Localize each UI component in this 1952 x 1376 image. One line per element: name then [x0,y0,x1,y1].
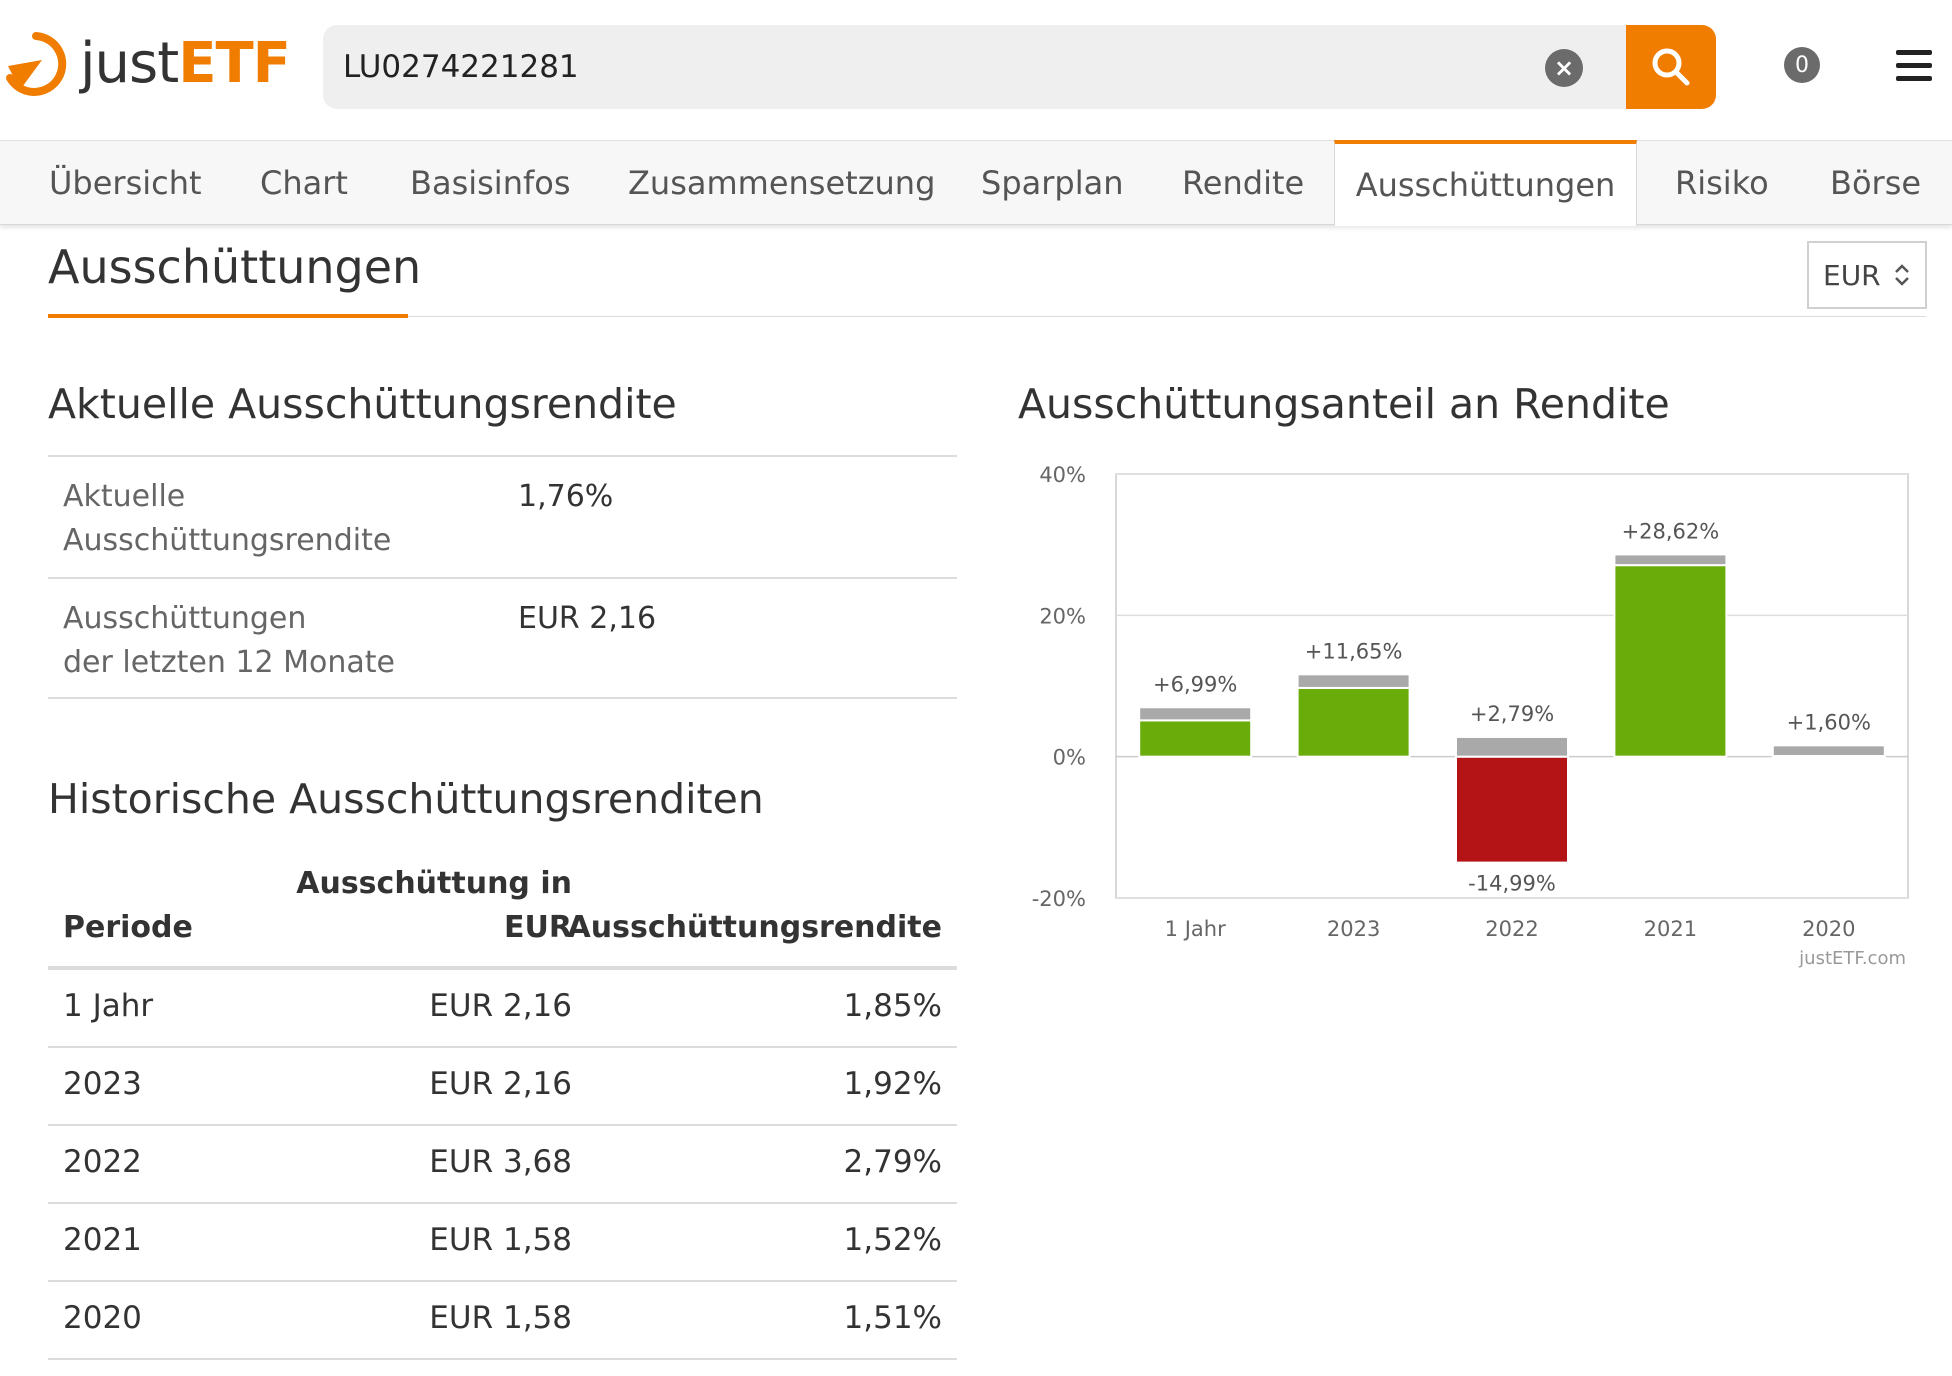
data-label: +6,99% [1153,672,1237,696]
title-divider [48,316,1926,317]
currency-value: EUR [1823,258,1881,292]
cell-period: 1 Jahr [63,988,154,1024]
chevron-updown-icon [1895,264,1909,286]
tab-bar: Übersicht Chart Basisinfos Zusammensetzu… [0,140,1952,226]
cell-amount: EUR 2,16 [429,1066,572,1102]
row-label: Aktuelle Ausschüttungsrendite [63,475,483,563]
cell-period: 2020 [63,1300,142,1336]
row-value: 1,76% [518,479,614,514]
x-tick-label: 2022 [1485,917,1538,941]
x-tick-label: 2020 [1802,917,1855,941]
data-label-negative: -14,99% [1468,872,1556,896]
bar-distribution [1771,744,1886,758]
hamburger-menu-icon[interactable] [1896,50,1932,82]
current-yield-table: Aktuelle Ausschüttungsrendite 1,76% Auss… [48,455,957,699]
table-row: Ausschüttungen der letzten 12 Monate EUR… [48,577,957,699]
cell-amount: EUR 1,58 [429,1222,572,1258]
table-header: Periode Ausschüttung in EUR Ausschüttung… [48,860,957,970]
row-label-line2: Ausschüttungsrendite [63,523,392,558]
cell-period: 2021 [63,1222,142,1258]
bar-performance [1455,755,1569,864]
search-bar: × [323,25,1716,109]
logo-just: just [80,31,179,96]
tab-boerse[interactable]: Börse [1830,164,1922,202]
search-icon [1652,48,1690,86]
cell-yield: 1,92% [843,1066,942,1102]
clear-icon[interactable]: × [1545,49,1583,87]
tab-chart[interactable]: Chart [260,164,348,202]
data-label: +1,60% [1787,710,1871,734]
x-tick-label: 2021 [1644,917,1697,941]
col-amount-line1: Ausschüttung in [296,866,572,901]
row-label-line2: der letzten 12 Monate [63,645,396,680]
cell-yield: 2,79% [843,1144,942,1180]
row-label: Ausschüttungen der letzten 12 Monate [63,597,483,685]
header: justETF × 0 [0,0,1952,140]
current-yield-heading: Aktuelle Ausschüttungsrendite [48,380,677,428]
cell-amount: EUR 2,16 [429,988,572,1024]
tab-basisinfos[interactable]: Basisinfos [410,164,571,202]
search-button[interactable] [1626,25,1716,109]
table-row: 2022 EUR 3,68 2,79% [48,1126,957,1204]
table-row: Aktuelle Ausschüttungsrendite 1,76% [48,455,957,577]
tab-rendite[interactable]: Rendite [1182,164,1305,202]
row-value: EUR 2,16 [518,601,657,636]
bar-distribution [1613,553,1728,567]
x-tick-label: 1 Jahr [1165,917,1226,941]
logo-text: justETF [80,36,291,92]
tab-sparplan[interactable]: Sparplan [981,164,1124,202]
cell-period: 2022 [63,1144,142,1180]
currency-select[interactable]: EUR [1807,241,1927,309]
chart-heading: Ausschüttungsanteil an Rendite [1018,380,1670,428]
page-title: Ausschüttungen [48,240,422,294]
tab-risiko[interactable]: Risiko [1675,164,1769,202]
cell-amount: EUR 1,58 [429,1300,572,1336]
data-label: +28,62% [1622,519,1720,543]
cell-period: 2023 [63,1066,142,1102]
bar-performance [1296,686,1411,758]
watchlist-count-badge[interactable]: 0 [1784,47,1820,83]
tab-zusammensetzung[interactable]: Zusammensetzung [628,164,936,202]
table-row: 2021 EUR 1,58 1,52% [48,1204,957,1282]
table-row: 1 Jahr EUR 2,16 1,85% [48,970,957,1048]
bar-performance [1138,719,1253,758]
col-amount-line2: EUR [504,910,572,945]
table-row: 2020 EUR 1,58 1,51% [48,1282,957,1360]
cell-yield: 1,85% [843,988,942,1024]
row-label-line1: Aktuelle [63,479,186,514]
table-row: 2023 EUR 2,16 1,92% [48,1048,957,1126]
logo[interactable]: justETF [0,24,291,104]
cell-yield: 1,51% [843,1300,942,1336]
historic-yield-table: Periode Ausschüttung in EUR Ausschüttung… [48,860,957,1360]
cell-yield: 1,52% [843,1222,942,1258]
col-yield: Ausschüttungsrendite [567,910,942,945]
search-input[interactable] [343,25,1523,109]
historic-yield-heading: Historische Ausschüttungsrenditen [48,775,764,823]
logo-etf: ETF [178,31,291,96]
bar-distribution [1455,735,1569,758]
y-tick-label: -20% [1032,887,1086,911]
col-amount: Ausschüttung in EUR [296,862,572,950]
title-underline [48,314,408,318]
data-label: +2,79% [1470,702,1554,726]
tab-uebersicht[interactable]: Übersicht [49,164,202,202]
chart-credit: justETF.com [1798,948,1906,969]
row-label-line1: Ausschüttungen [63,601,307,636]
bar-performance [1613,564,1728,758]
col-period: Periode [63,910,193,945]
x-tick-label: 2023 [1327,917,1380,941]
tab-ausschuettungen[interactable]: Ausschüttungen [1334,140,1637,226]
bar-distribution [1138,706,1253,722]
bar-distribution [1296,673,1411,689]
logo-mark-icon [2,30,70,98]
distribution-share-chart: -20% 0% 20% 40% +6,99% 1 Jahr +11,65% 2023 +2,79… [1032,463,1909,969]
data-label: +11,65% [1305,639,1403,663]
y-tick-label: 0% [1053,746,1086,770]
cell-amount: EUR 3,68 [429,1144,572,1180]
y-tick-label: 20% [1039,604,1086,628]
y-tick-label: 40% [1039,463,1086,487]
